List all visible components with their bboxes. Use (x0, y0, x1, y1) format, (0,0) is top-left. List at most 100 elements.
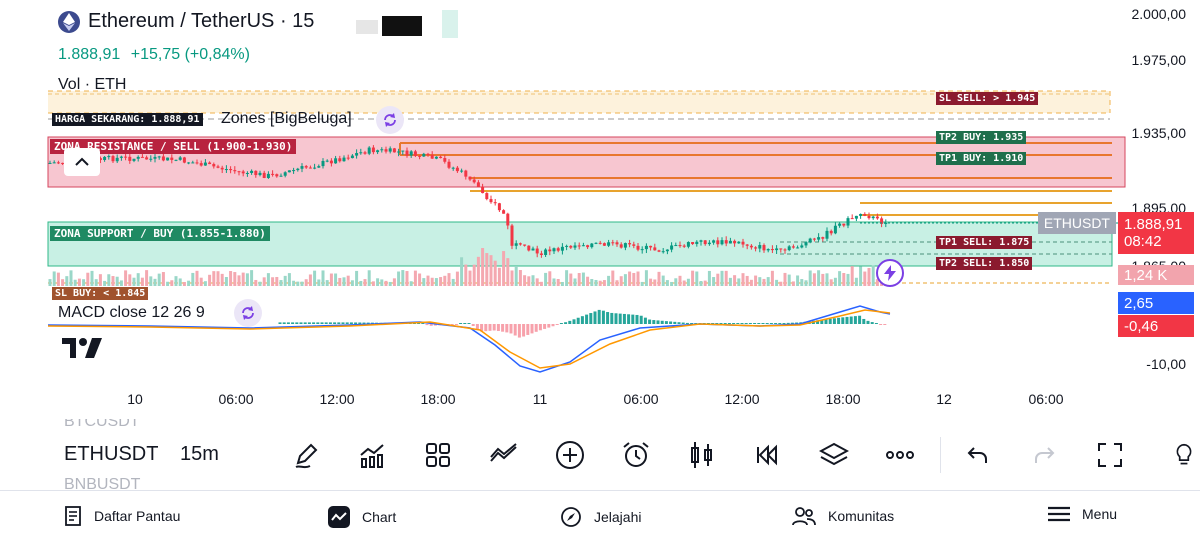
volume-bar (413, 270, 417, 286)
plus-icon[interactable] (554, 439, 586, 471)
nav-menu-label: Menu (1082, 506, 1118, 522)
candle-body (363, 152, 367, 154)
redo-icon[interactable] (1028, 439, 1060, 471)
chevron-up-icon[interactable] (64, 148, 100, 176)
macd-histogram-bar (727, 323, 731, 324)
candle-body (880, 218, 884, 224)
macd-value-tag: 2,65 (1118, 292, 1194, 314)
nav-community[interactable]: Komunitas (792, 506, 894, 526)
candle-body (212, 164, 216, 167)
volume-bar (859, 266, 863, 286)
volume-bar (695, 271, 699, 286)
candle-body (338, 158, 342, 162)
nav-menu[interactable]: Menu (1048, 506, 1117, 522)
candle-body (359, 152, 363, 154)
volume-bar (623, 274, 627, 286)
symbol-prev[interactable]: BTCUSDT (64, 413, 140, 430)
nav-watchlist[interactable]: Daftar Pantau (64, 506, 180, 526)
macd-histogram-bar (706, 323, 710, 324)
refresh-icon[interactable] (376, 106, 404, 134)
candle-body (245, 173, 249, 175)
macd-histogram-bar (711, 323, 715, 324)
volume-bar (271, 277, 275, 286)
candle-body (594, 242, 598, 244)
macd-histogram-bar (421, 323, 425, 324)
volume-bar (657, 271, 661, 286)
macd-histogram-bar (816, 320, 820, 324)
volume-bar (308, 274, 312, 286)
price-chart-canvas[interactable] (0, 0, 1200, 415)
price-axis-tick: 1.975,00 (1131, 52, 1187, 68)
volume-bar (199, 277, 203, 286)
volume-bar (607, 275, 611, 286)
volume-bar (405, 271, 409, 286)
macd-histogram-bar (459, 323, 463, 324)
undo-icon[interactable] (962, 439, 994, 471)
macd-histogram-bar (690, 323, 694, 324)
indicators-icon[interactable] (356, 439, 388, 471)
sl-sell-zone (48, 91, 1110, 113)
volume-bar (594, 279, 598, 286)
symbol-next[interactable]: BNBUSDT (64, 476, 141, 493)
bulb-icon[interactable] (1172, 439, 1196, 471)
volume-bar (569, 273, 573, 286)
candle-body (506, 213, 510, 226)
volume-bar (157, 273, 161, 286)
volume-bar (77, 278, 81, 286)
layers-icon[interactable] (818, 439, 850, 471)
replay-icon[interactable] (752, 439, 784, 471)
macd-histogram-bar (522, 324, 526, 337)
candle-body (271, 173, 275, 175)
candle-body (460, 170, 464, 172)
symbol-selector[interactable]: ETHUSDT (64, 443, 159, 465)
alarm-icon[interactable] (620, 439, 652, 471)
macd-histogram-bar (513, 324, 517, 336)
nav-chart[interactable]: Chart (328, 506, 396, 528)
interval-selector[interactable]: 15m (180, 443, 219, 465)
nav-explore[interactable]: Jelajahi (560, 506, 641, 528)
volume-bar (392, 278, 396, 286)
candle-body (443, 158, 447, 162)
candle-body (741, 241, 745, 245)
macd-histogram-bar (324, 322, 328, 324)
volume-bar (128, 274, 132, 286)
volume-bar (531, 275, 535, 286)
candle-body (548, 249, 552, 252)
macd-indicator-name[interactable]: MACD close 12 26 9 (58, 304, 205, 321)
volume-bar (846, 273, 850, 286)
candle-body (115, 157, 119, 162)
candle-body (560, 246, 564, 251)
fullscreen-icon[interactable] (1094, 439, 1126, 471)
refresh-icon[interactable] (234, 299, 262, 327)
volume-bar (233, 272, 237, 286)
more-icon[interactable] (884, 439, 916, 471)
candle-body (754, 247, 758, 249)
volume-bar (489, 255, 493, 286)
candle-body (472, 179, 476, 183)
candle-body (384, 149, 388, 152)
volume-bar (409, 281, 413, 286)
candle-body (128, 156, 132, 161)
volume-indicator-label[interactable]: Vol · ETH (58, 76, 127, 93)
volume-bar (842, 273, 846, 286)
macd-histogram-bar (597, 309, 601, 324)
layout-icon[interactable] (422, 439, 454, 471)
compare-icon[interactable] (488, 439, 520, 471)
pencil-icon[interactable] (290, 439, 322, 471)
volume-bar (359, 280, 363, 286)
candle-body (586, 245, 590, 248)
volume-tag: 1,24 K (1118, 265, 1194, 285)
tradingview-logo (62, 336, 104, 365)
zones-indicator-name[interactable]: Zones [BigBeluga] (221, 110, 352, 127)
candles-icon[interactable] (686, 439, 718, 471)
symbol-header[interactable]: Ethereum / TetherUS · 15 (58, 10, 314, 33)
candle-body (145, 157, 149, 160)
candle-body (867, 215, 871, 219)
macd-histogram-bar (572, 319, 576, 324)
candle-body (187, 162, 191, 164)
macd-histogram-bar (585, 314, 589, 324)
candle-body (262, 172, 266, 178)
volume-bar (754, 275, 758, 286)
candle-body (296, 168, 300, 171)
lightning-icon[interactable] (876, 259, 904, 287)
